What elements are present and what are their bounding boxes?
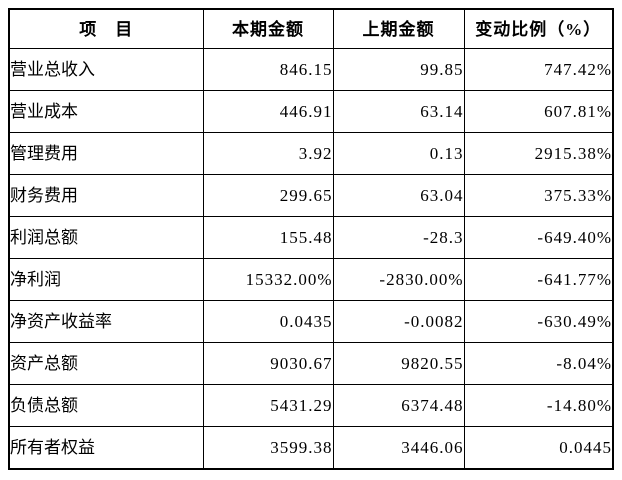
value-cell: 15332.00% [202, 258, 334, 301]
item-name-cell: 所有者权益 [8, 426, 204, 470]
header-row: 项 目 本期金额 上期金额 变动比例（%） [8, 8, 614, 49]
value-cell: -2830.00% [332, 258, 465, 301]
table-row: 营业总收入 846.15 99.85 747.42% [8, 48, 614, 91]
value-cell: 6374.48 [332, 384, 465, 427]
value-cell: 607.81% [463, 90, 614, 133]
value-cell: 0.13 [332, 132, 465, 175]
item-name-cell: 资产总额 [8, 342, 204, 385]
value-cell: 375.33% [463, 174, 614, 217]
table-row: 净利润 15332.00% -2830.00% -641.77% [8, 258, 614, 301]
table-header: 项 目 本期金额 上期金额 变动比例（%） [8, 8, 614, 49]
value-cell: -630.49% [463, 300, 614, 343]
item-name-cell: 利润总额 [8, 216, 204, 259]
value-cell: 99.85 [332, 48, 465, 91]
value-cell: 155.48 [202, 216, 334, 259]
value-cell: 3.92 [202, 132, 334, 175]
table-row: 财务费用 299.65 63.04 375.33% [8, 174, 614, 217]
value-cell: -641.77% [463, 258, 614, 301]
item-name-cell: 营业成本 [8, 90, 204, 133]
value-cell: -649.40% [463, 216, 614, 259]
value-cell: 0.0435 [202, 300, 334, 343]
value-cell: 5431.29 [202, 384, 334, 427]
table-row: 资产总额 9030.67 9820.55 -8.04% [8, 342, 614, 385]
value-cell: 3446.06 [332, 426, 465, 470]
value-cell: 846.15 [202, 48, 334, 91]
value-cell: 63.04 [332, 174, 465, 217]
value-cell: -0.0082 [332, 300, 465, 343]
value-cell: 747.42% [463, 48, 614, 91]
item-name-cell: 财务费用 [8, 174, 204, 217]
value-cell: 299.65 [202, 174, 334, 217]
value-cell: 2915.38% [463, 132, 614, 175]
table-row: 净资产收益率 0.0435 -0.0082 -630.49% [8, 300, 614, 343]
header-item: 项 目 [8, 8, 204, 49]
value-cell: 63.14 [332, 90, 465, 133]
table-row: 所有者权益 3599.38 3446.06 0.0445 [8, 426, 614, 470]
value-cell: 9030.67 [202, 342, 334, 385]
table-row: 利润总额 155.48 -28.3 -649.40% [8, 216, 614, 259]
item-name-cell: 管理费用 [8, 132, 204, 175]
financial-comparison-table: 项 目 本期金额 上期金额 变动比例（%） 营业总收入 846.15 99.85 74… [8, 8, 614, 470]
value-cell: 0.0445 [463, 426, 614, 470]
value-cell: 3599.38 [202, 426, 334, 470]
table-row: 管理费用 3.92 0.13 2915.38% [8, 132, 614, 175]
header-prior-amount: 上期金额 [332, 8, 465, 49]
table-row: 负债总额 5431.29 6374.48 -14.80% [8, 384, 614, 427]
item-name-cell: 净资产收益率 [8, 300, 204, 343]
item-name-cell: 负债总额 [8, 384, 204, 427]
header-change-ratio: 变动比例（%） [463, 8, 614, 49]
header-current-amount: 本期金额 [202, 8, 334, 49]
value-cell: 9820.55 [332, 342, 465, 385]
table-row: 营业成本 446.91 63.14 607.81% [8, 90, 614, 133]
item-name-cell: 净利润 [8, 258, 204, 301]
value-cell: -8.04% [463, 342, 614, 385]
item-name-cell: 营业总收入 [8, 48, 204, 91]
value-cell: 446.91 [202, 90, 334, 133]
value-cell: -28.3 [332, 216, 465, 259]
table-body: 营业总收入 846.15 99.85 747.42% 营业成本 446.91 63.14 60… [8, 48, 614, 470]
value-cell: -14.80% [463, 384, 614, 427]
